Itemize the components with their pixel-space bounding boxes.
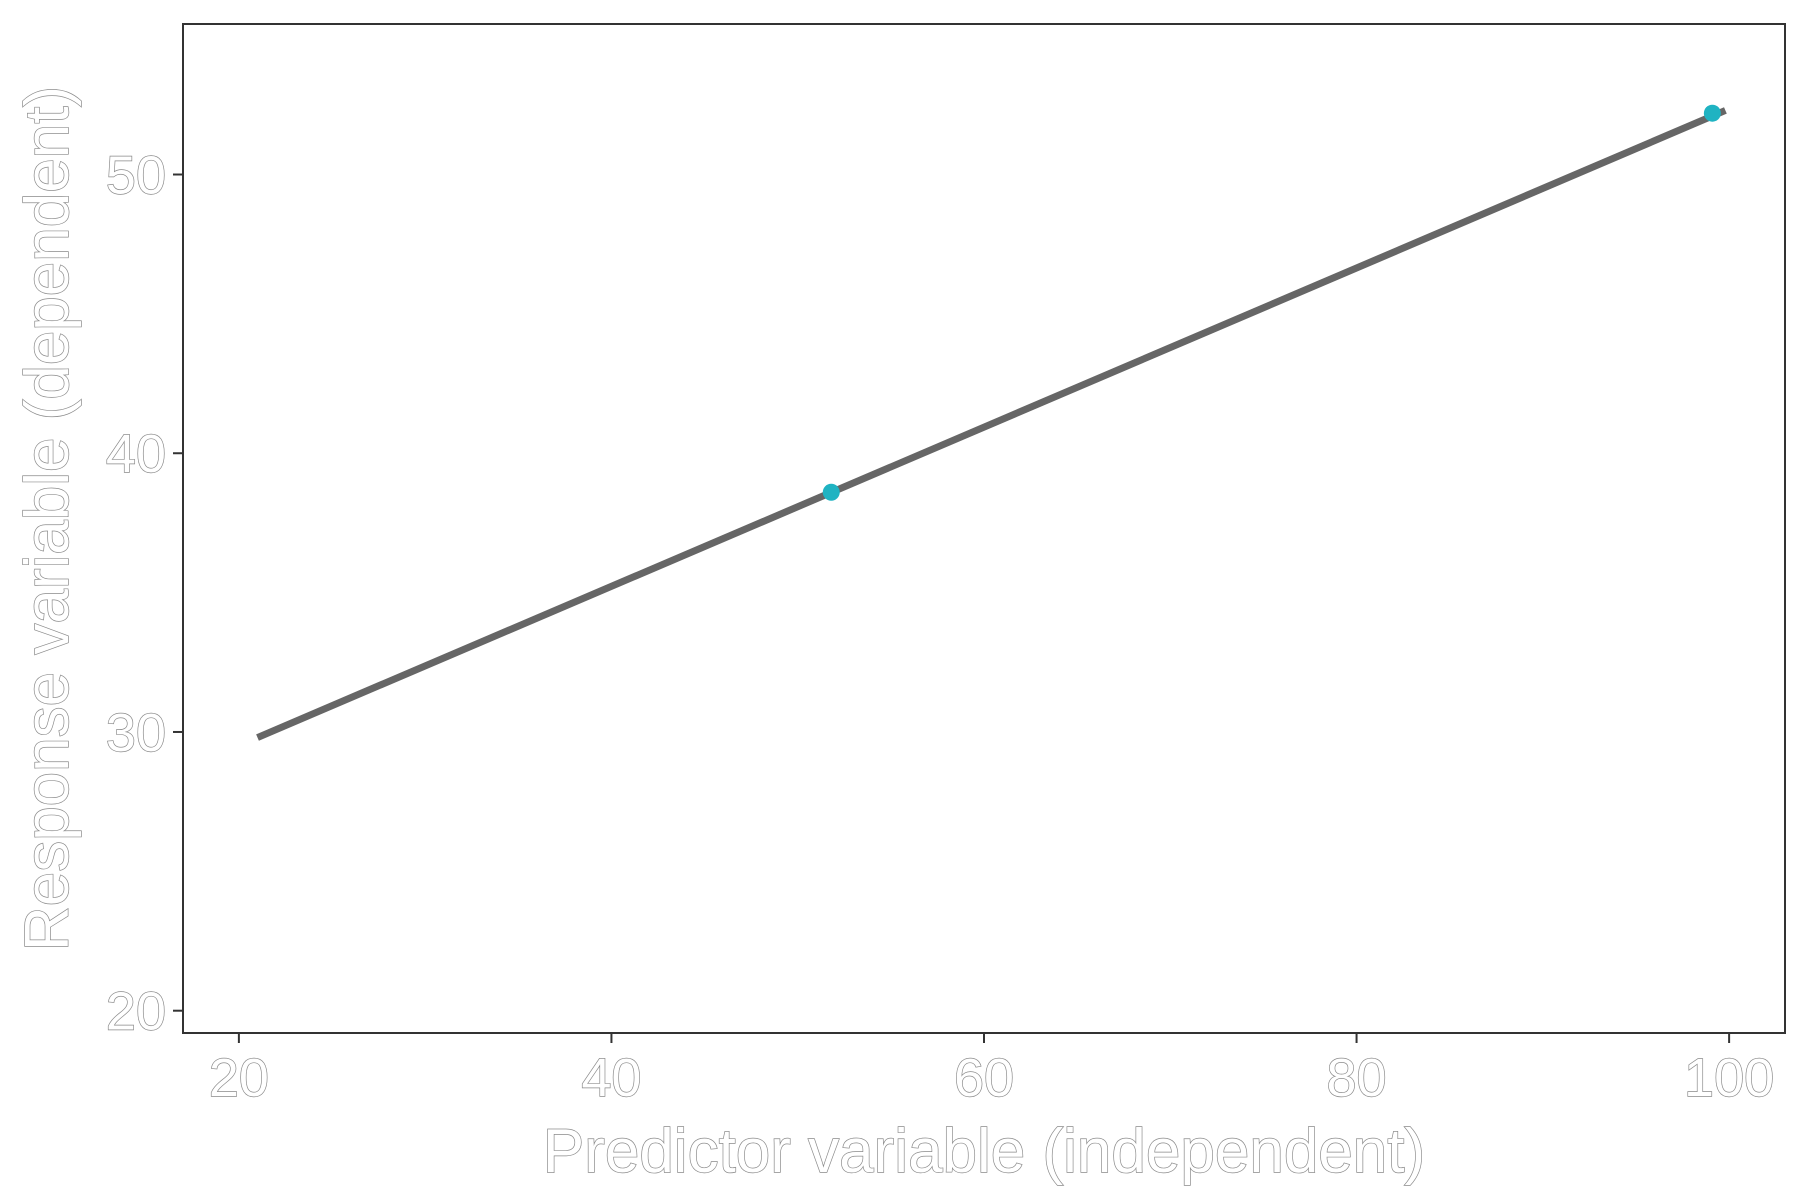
data-point (1703, 104, 1721, 122)
y-tick-label: 30 (106, 703, 166, 763)
data-point (822, 483, 840, 501)
x-tick-label: 40 (581, 1048, 641, 1108)
series-layer (256, 104, 1727, 741)
y-tick-label: 50 (106, 146, 166, 206)
x-axis-title: Predictor variable (independent) (543, 1117, 1425, 1186)
regression-line (256, 107, 1727, 741)
y-axis: 20 30 40 50 (105, 145, 183, 1042)
y-axis-title: Response variable (dependent) (13, 86, 82, 951)
x-tick-label: 100 (1684, 1048, 1774, 1108)
y-tick-label: 40 (106, 424, 166, 484)
x-tick-label: 80 (1327, 1048, 1387, 1108)
y-tick-label: 20 (106, 982, 166, 1042)
plot-panel (182, 23, 1786, 1034)
x-tick-label: 20 (209, 1048, 269, 1108)
x-tick-label: 60 (954, 1048, 1014, 1108)
x-axis: 20 40 60 80 100 (208, 1033, 1775, 1109)
